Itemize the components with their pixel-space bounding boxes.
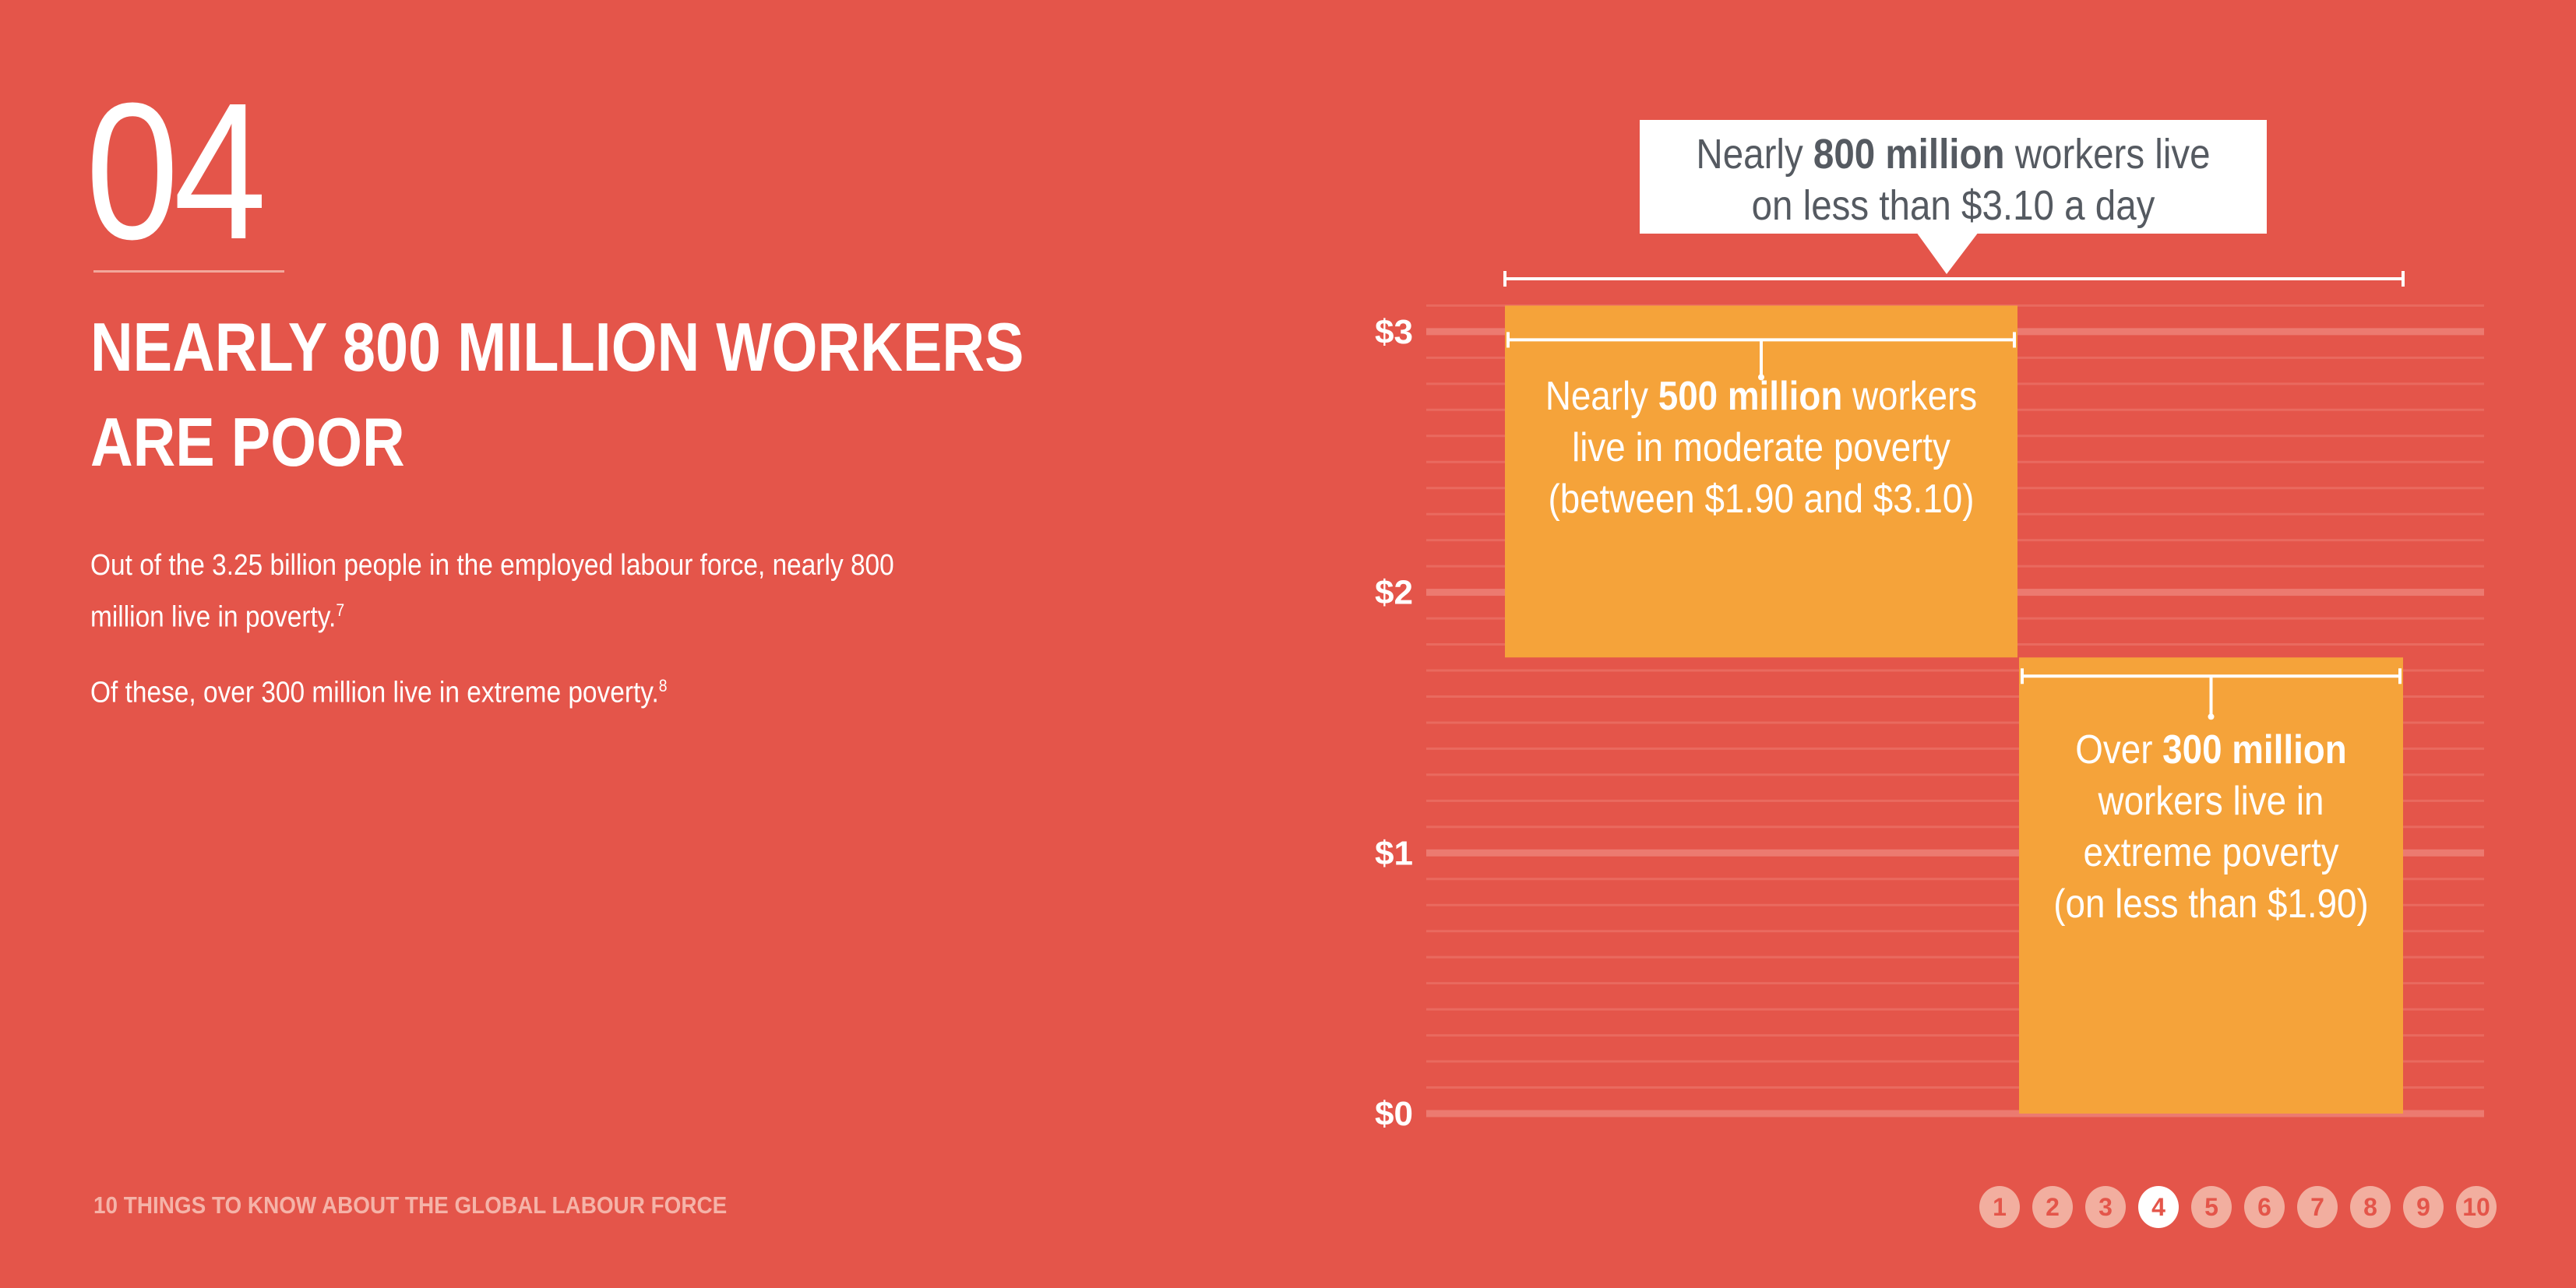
page-8-button[interactable]: 8 <box>2350 1186 2391 1228</box>
page-9-button[interactable]: 9 <box>2403 1186 2444 1228</box>
bar-label-extreme: Over 300 million workers live in extreme… <box>2053 727 2369 927</box>
bar-label-moderate: Nearly 500 million workers live in moder… <box>1545 374 1978 522</box>
page-1-button[interactable]: 1 <box>1979 1186 2020 1228</box>
page-title: NEARLY 800 MILLION WORKERS ARE POOR <box>90 300 1024 490</box>
y-tick-label: $1 <box>1375 834 1413 872</box>
bracket-moderate-dot <box>1758 374 1764 381</box>
divider <box>93 270 284 273</box>
bar <box>2019 657 2403 1114</box>
paragraph-1: Out of the 3.25 billion people in the em… <box>90 543 894 640</box>
title-line: NEARLY 800 MILLION WORKERS <box>90 308 1024 385</box>
paragraph-line: Out of the 3.25 billion people in the em… <box>90 549 894 582</box>
page-2-button[interactable]: 2 <box>2032 1186 2073 1228</box>
callout-text: Nearly 800 million workers live on less … <box>1696 131 2211 229</box>
callout-box <box>1640 120 2267 234</box>
page-10-button[interactable]: 10 <box>2456 1186 2497 1228</box>
page-3-button[interactable]: 3 <box>2085 1186 2126 1228</box>
y-tick-label: $3 <box>1375 313 1413 351</box>
bracket-extreme-dot <box>2208 713 2215 720</box>
y-tick-label: $0 <box>1375 1095 1413 1133</box>
paragraph-2: Of these, over 300 million live in extre… <box>90 663 668 716</box>
paragraph-line: Of these, over 300 million live in extre… <box>90 676 659 709</box>
title-line: ARE POOR <box>90 403 405 480</box>
page-5-button[interactable]: 5 <box>2191 1186 2232 1228</box>
footnote-ref[interactable]: 7 <box>336 600 345 620</box>
page-6-button[interactable]: 6 <box>2244 1186 2285 1228</box>
pagination: 1 2 3 4 5 6 7 8 9 10 <box>1979 1186 2497 1228</box>
callout-pointer <box>1916 232 1979 274</box>
paragraph-line: million live in poverty. <box>90 600 337 634</box>
section-number: 04 <box>86 62 266 280</box>
page-7-button[interactable]: 7 <box>2297 1186 2338 1228</box>
footnote-ref[interactable]: 8 <box>658 676 668 695</box>
y-tick-label: $2 <box>1375 574 1413 612</box>
footer-title: 10 THINGS TO KNOW ABOUT THE GLOBAL LABOU… <box>93 1191 728 1219</box>
page-4-button[interactable]: 4 <box>2138 1186 2179 1228</box>
